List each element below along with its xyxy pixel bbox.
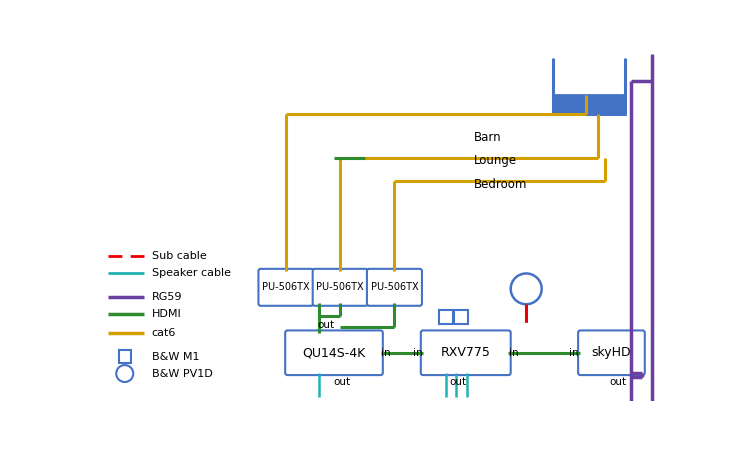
Text: Bedroom: Bedroom	[473, 178, 526, 191]
Text: cat6: cat6	[152, 328, 176, 338]
Text: PU-506TX: PU-506TX	[262, 282, 310, 292]
Text: skyHD: skyHD	[592, 346, 632, 359]
Text: HDMI: HDMI	[152, 309, 182, 319]
FancyBboxPatch shape	[367, 269, 422, 306]
Text: Lounge: Lounge	[473, 154, 517, 167]
Text: RG59: RG59	[152, 292, 182, 302]
FancyBboxPatch shape	[421, 330, 511, 375]
Text: in: in	[413, 348, 422, 358]
Bar	[554, 95, 625, 114]
Text: PU-506TX: PU-506TX	[370, 282, 419, 292]
Text: out: out	[333, 378, 350, 387]
Text: Sub cable: Sub cable	[152, 251, 206, 261]
Text: in: in	[380, 348, 390, 358]
Text: B&W PV1D: B&W PV1D	[152, 369, 213, 378]
Text: RXV775: RXV775	[441, 346, 491, 359]
Text: in: in	[569, 348, 579, 358]
Text: PU-506TX: PU-506TX	[316, 282, 364, 292]
FancyBboxPatch shape	[118, 351, 131, 363]
Circle shape	[116, 365, 134, 382]
Text: Speaker cable: Speaker cable	[152, 269, 231, 279]
Text: out: out	[609, 378, 626, 387]
FancyBboxPatch shape	[313, 269, 368, 306]
Text: out: out	[318, 320, 334, 330]
FancyBboxPatch shape	[285, 330, 382, 375]
FancyBboxPatch shape	[578, 330, 645, 375]
Text: out: out	[449, 378, 466, 387]
Circle shape	[511, 274, 542, 304]
FancyBboxPatch shape	[454, 310, 468, 324]
Text: QU14S-4K: QU14S-4K	[302, 346, 366, 359]
Text: in: in	[509, 348, 519, 358]
Text: B&W M1: B&W M1	[152, 351, 200, 362]
Text: Barn: Barn	[473, 130, 501, 144]
FancyBboxPatch shape	[259, 269, 314, 306]
FancyBboxPatch shape	[439, 310, 452, 324]
